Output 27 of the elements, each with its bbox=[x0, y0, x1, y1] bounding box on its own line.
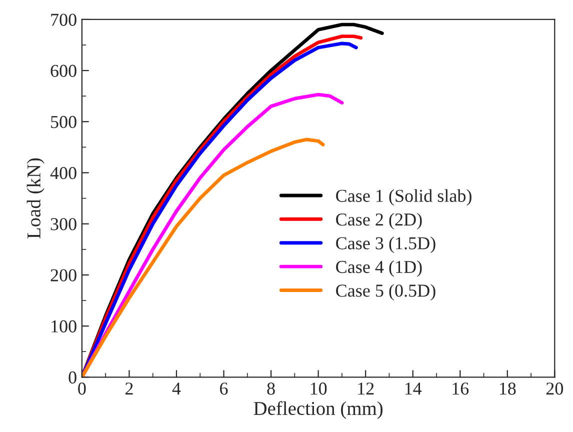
x-tick-label: 2 bbox=[125, 382, 133, 395]
x-tick-label: 20 bbox=[546, 382, 564, 395]
y-tick-label: 600 bbox=[50, 64, 76, 77]
y-tick-label: 200 bbox=[50, 269, 76, 282]
x-tick-label: 12 bbox=[358, 382, 374, 395]
y-tick-label: 500 bbox=[51, 116, 76, 128]
legend-label: Case 5 (0.5D) bbox=[336, 284, 436, 300]
x-tick-label: 4 bbox=[172, 382, 181, 395]
x-tick-label: 6 bbox=[220, 382, 228, 395]
x-tick-label: 0 bbox=[78, 382, 86, 395]
y-tick-label: 400 bbox=[50, 166, 76, 180]
line-series bbox=[82, 138, 325, 378]
legend-label: Case 3 (1.5D) bbox=[336, 236, 436, 254]
x-axis-title: Deflection (mm) bbox=[254, 401, 383, 419]
x-tick-label: 14 bbox=[405, 382, 422, 395]
y-tick-label: 700 bbox=[51, 14, 76, 26]
x-tick-label: 18 bbox=[500, 382, 516, 395]
x-tick-label: 8 bbox=[267, 382, 275, 395]
legend-label: Case 4 (1D) bbox=[336, 260, 422, 277]
x-tick-label: 16 bbox=[452, 382, 469, 395]
legend-label: Case 2 (2D) bbox=[336, 212, 422, 230]
y-axis-title: Load (kN) bbox=[26, 158, 44, 238]
y-tick-label: 300 bbox=[50, 218, 76, 230]
y-tick-label: 100 bbox=[52, 320, 76, 332]
y-tick-label: 0 bbox=[68, 371, 76, 384]
x-tick-label: 10 bbox=[310, 382, 327, 395]
legend-label: Case 1 (Solid slab) bbox=[336, 189, 472, 206]
